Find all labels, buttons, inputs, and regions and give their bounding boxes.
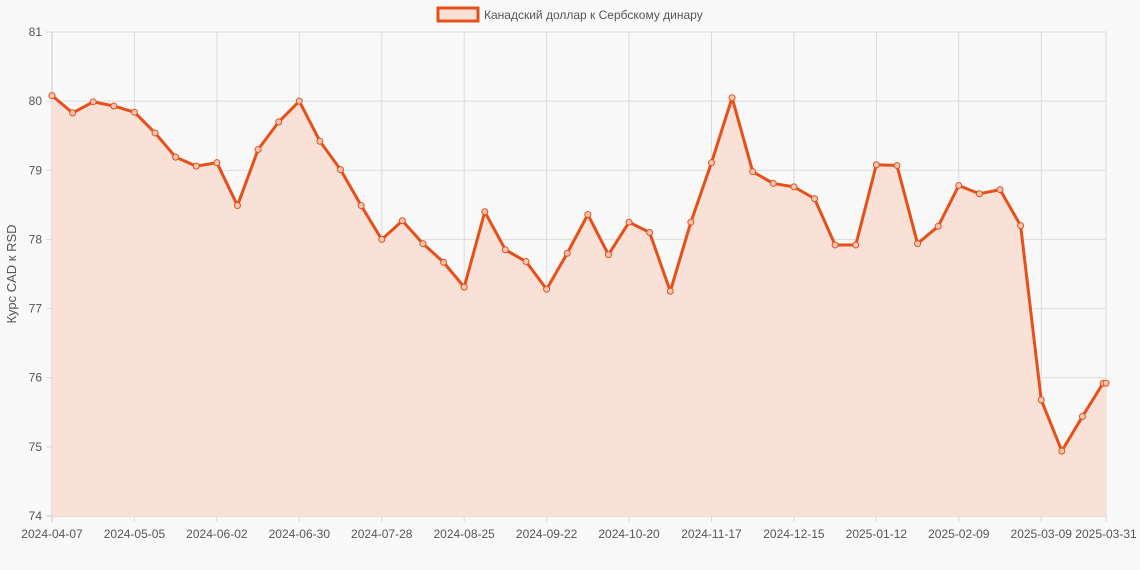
x-tick-label: 2024-09-22 — [516, 527, 578, 541]
data-point — [563, 249, 571, 257]
data-point — [625, 218, 633, 226]
x-tick-label: 2024-05-05 — [104, 527, 166, 541]
data-point — [707, 159, 715, 167]
y-tick-label: 76 — [29, 371, 43, 385]
data-point — [811, 195, 819, 203]
data-point — [1037, 396, 1045, 404]
y-tick-label: 80 — [29, 94, 43, 108]
data-point — [604, 251, 612, 259]
data-point — [419, 240, 427, 248]
x-tick-label: 2024-08-25 — [433, 527, 495, 541]
data-point — [357, 202, 365, 210]
data-point — [481, 208, 489, 216]
x-tick-label: 2025-03-31 — [1075, 527, 1137, 541]
data-point — [254, 146, 262, 154]
series-points — [48, 92, 1110, 455]
data-point — [666, 287, 674, 295]
y-tick-label: 81 — [29, 25, 43, 39]
data-point — [501, 246, 509, 254]
data-point — [130, 108, 138, 116]
data-point — [893, 161, 901, 169]
data-point — [1078, 412, 1086, 420]
legend-label[interactable]: Канадский доллар к Сербскому динару — [484, 8, 703, 22]
data-point — [48, 92, 56, 100]
data-point — [440, 258, 448, 266]
x-tick-label: 2025-02-09 — [928, 527, 990, 541]
data-point — [790, 183, 798, 191]
data-point — [151, 129, 159, 137]
data-point — [1017, 222, 1025, 230]
data-point — [295, 97, 303, 105]
data-point — [996, 186, 1004, 194]
y-tick-label: 78 — [29, 232, 43, 246]
data-point — [1102, 379, 1110, 387]
y-axis-ticks: 74 75 76 77 78 79 80 81 — [29, 25, 43, 523]
legend[interactable]: Канадский доллар к Сербскому динару — [436, 6, 703, 23]
data-point — [769, 179, 777, 187]
data-point — [522, 258, 530, 266]
y-axis-label: Курс CAD к RSD — [4, 224, 19, 323]
data-point — [398, 217, 406, 225]
data-point — [378, 235, 386, 243]
x-tick-label: 2024-10-20 — [598, 527, 660, 541]
x-tick-label: 2025-03-09 — [1011, 527, 1073, 541]
y-tick-label: 74 — [29, 509, 43, 523]
data-point — [192, 162, 200, 170]
data-point — [934, 222, 942, 230]
data-point — [646, 229, 654, 237]
data-point — [728, 94, 736, 102]
data-point — [337, 166, 345, 174]
data-point — [975, 190, 983, 198]
x-axis-ticks: 2024-04-07 2024-05-05 2024-06-02 2024-06-30… — [21, 527, 1137, 541]
data-point — [687, 218, 695, 226]
x-tick-label: 2024-11-17 — [681, 527, 742, 541]
data-point — [89, 98, 97, 106]
x-tick-label: 2024-06-02 — [186, 527, 248, 541]
x-tick-label: 2024-07-28 — [351, 527, 413, 541]
data-point — [233, 202, 241, 210]
data-point — [1058, 447, 1066, 455]
x-tick-label: 2025-01-12 — [846, 527, 908, 541]
y-tick-label: 79 — [29, 163, 43, 177]
data-point — [172, 153, 180, 161]
series-area — [52, 95, 1106, 517]
x-tick-label: 2024-06-30 — [269, 527, 331, 541]
data-point — [213, 159, 221, 167]
data-point — [69, 109, 77, 117]
data-point — [316, 137, 324, 145]
x-tick-label: 2024-12-15 — [763, 527, 825, 541]
y-tick-label: 77 — [29, 302, 43, 316]
data-point — [543, 285, 551, 293]
y-tick-label: 75 — [29, 440, 43, 454]
data-point — [852, 241, 860, 249]
legend-swatch[interactable] — [436, 6, 480, 23]
data-point — [110, 102, 118, 110]
data-point — [831, 241, 839, 249]
data-point — [584, 211, 592, 219]
data-point — [872, 161, 880, 169]
data-point — [749, 168, 757, 176]
data-point — [914, 240, 922, 248]
x-tick-label: 2024-04-07 — [21, 527, 83, 541]
data-point — [460, 283, 468, 291]
data-point — [275, 118, 283, 126]
data-point — [955, 182, 963, 189]
